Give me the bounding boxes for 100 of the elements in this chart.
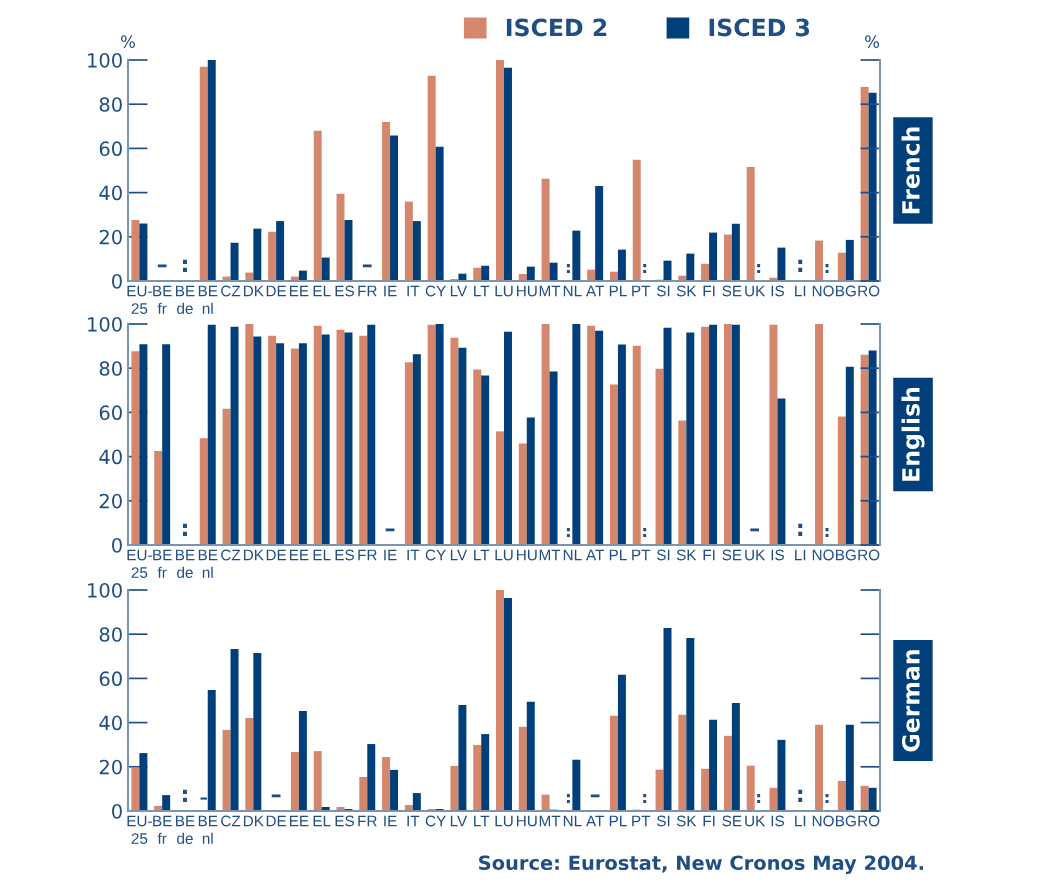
x-tick-label: CZ <box>221 815 241 827</box>
x-tick-label: CZ <box>221 549 241 561</box>
x-tick-label: AT <box>585 815 604 827</box>
x-tick-label: HU <box>517 815 537 827</box>
x-tick-label: BG <box>836 285 856 297</box>
text: : <box>757 794 761 804</box>
x-tick-label: LV <box>450 549 468 561</box>
x-tick-label: EU- 25 <box>127 815 152 844</box>
x-tick-label: LV <box>450 815 468 827</box>
x-tick-label: PL <box>609 285 627 297</box>
x-tick-label: NO <box>812 285 834 297</box>
x-tick-label: BE de <box>176 285 195 314</box>
x-tick-label: DE <box>266 285 287 297</box>
x-tick-label: CY <box>425 815 446 827</box>
y-tick-label: 0 <box>112 273 122 289</box>
text: % <box>865 35 880 48</box>
y-axis-title: % <box>121 35 135 48</box>
x-tick-label: FR <box>358 285 377 297</box>
x-tick-label: LT <box>474 285 490 297</box>
x-tick-label: ES <box>335 549 354 561</box>
text: – <box>157 264 167 268</box>
x-tick-label: EE <box>289 549 309 561</box>
text: : <box>825 264 829 274</box>
x-tick-label: PT <box>632 549 651 561</box>
x-tick-label: IT <box>407 815 420 827</box>
text: : <box>798 523 803 536</box>
x-tick-label: IE <box>384 549 397 561</box>
y-tick-label: 60 <box>99 671 122 687</box>
y2-axis-title: French <box>901 127 920 214</box>
y2-axis-title: English <box>901 387 925 481</box>
x-tick-label: DE <box>266 549 287 561</box>
x-tick-label: SI <box>656 549 670 561</box>
y-tick-label: 40 <box>99 185 122 201</box>
text: : <box>798 259 803 272</box>
text: : <box>643 794 647 804</box>
x-tick-label: LI <box>795 815 806 827</box>
text: : <box>566 528 570 538</box>
text: – <box>750 528 760 532</box>
x-tick-label: IS <box>771 815 784 827</box>
y-tick-label: 40 <box>99 715 122 731</box>
y-tick-label: 100 <box>88 316 122 332</box>
text: : <box>183 259 187 272</box>
source-note: Source: Eurostat, New Cronos May 2004. <box>479 855 924 875</box>
x-tick-label: BE nl <box>198 285 218 314</box>
text: : <box>825 528 829 538</box>
x-tick-label: LI <box>795 549 806 561</box>
x-tick-label: HU <box>517 285 537 297</box>
x-tick-label: BE fr <box>153 549 172 578</box>
x-tick-label: FI <box>703 285 715 297</box>
x-tick-label: SK <box>676 815 697 827</box>
x-tick-label: EE <box>289 285 309 297</box>
text: – <box>271 794 281 798</box>
x-tick-label: ES <box>335 815 354 827</box>
y-tick-label: 80 <box>99 361 122 376</box>
legend-label: ISCED 3 <box>709 18 810 37</box>
y-tick-label: 0 <box>112 537 122 553</box>
x-tick-label: BE nl <box>198 549 218 578</box>
x-tick-label: AT <box>585 285 604 297</box>
x-tick-label: FR <box>358 815 377 827</box>
x-tick-label: SK <box>676 549 697 561</box>
x-tick-label: UK <box>745 549 766 561</box>
x-tick-label: PL <box>609 815 627 827</box>
x-tick-label: DE <box>266 815 287 827</box>
x-tick-label: LU <box>495 815 513 827</box>
x-tick-label: SE <box>722 549 742 561</box>
y-tick-label: 80 <box>99 627 122 642</box>
x-tick-label: RO <box>858 549 880 561</box>
text: : <box>566 264 570 274</box>
x-tick-label: MT <box>539 815 561 827</box>
text: – <box>385 528 395 532</box>
x-tick-label: IT <box>407 549 420 561</box>
y-tick-label: 60 <box>99 405 122 421</box>
x-tick-label: NO <box>812 549 834 561</box>
x-tick-label: NL <box>563 815 582 827</box>
y-tick-label: 20 <box>99 229 122 245</box>
y-tick-label: 0 <box>112 803 122 819</box>
x-tick-label: EL <box>313 285 331 297</box>
x-tick-label: SE <box>722 815 742 827</box>
x-tick-label: DK <box>243 285 264 297</box>
x-tick-label: EE <box>289 815 309 827</box>
x-tick-label: CY <box>425 285 446 297</box>
x-tick-label: LI <box>795 285 806 297</box>
text: : <box>798 789 803 802</box>
x-tick-label: LV <box>450 285 468 297</box>
x-tick-label: RO <box>858 815 880 827</box>
y2-axis-title: German <box>901 650 920 752</box>
x-tick-label: IE <box>384 815 397 827</box>
x-tick-label: FR <box>358 549 377 561</box>
text: : <box>643 528 647 538</box>
x-tick-label: CY <box>425 549 446 561</box>
x-tick-label: LU <box>495 549 513 561</box>
x-tick-label: CZ <box>221 285 241 297</box>
text: : <box>566 794 570 804</box>
x-tick-label: PL <box>609 549 627 561</box>
text: : <box>643 264 647 274</box>
x-tick-label: PT <box>632 285 651 297</box>
x-tick-label: LT <box>474 549 490 561</box>
x-tick-label: LU <box>495 285 513 297</box>
x-tick-label: IS <box>771 285 784 297</box>
x-tick-label: FI <box>703 549 715 561</box>
